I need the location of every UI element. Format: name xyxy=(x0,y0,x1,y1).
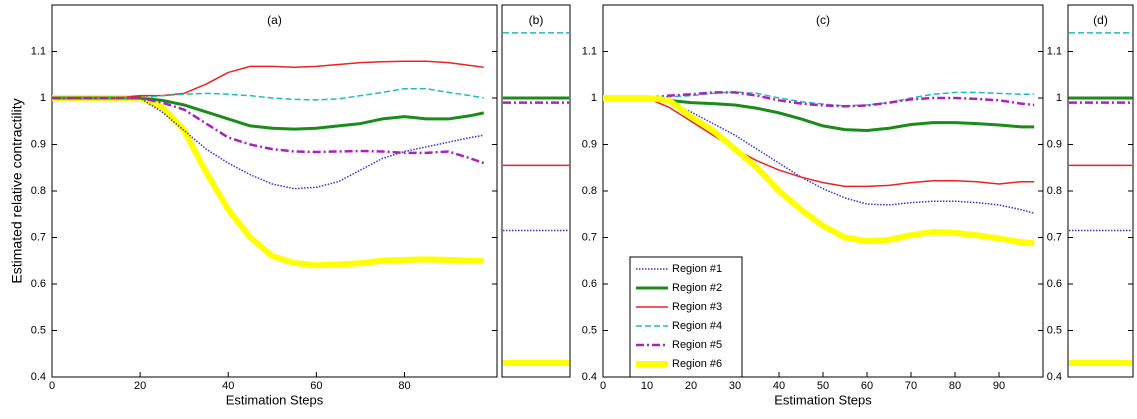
legend-box xyxy=(629,256,743,378)
y-tick-label: 0.5 xyxy=(31,324,46,336)
y-tick-label: 1.1 xyxy=(31,45,46,57)
series-line xyxy=(52,96,485,165)
series-line xyxy=(52,60,484,99)
series-line xyxy=(603,91,1035,107)
series-line xyxy=(52,95,484,269)
x-tick-label: 0 xyxy=(600,380,606,392)
x-tick-label: 40 xyxy=(773,380,785,392)
panel-title: (d) xyxy=(1093,13,1108,27)
y-tick-label: 0.5 xyxy=(1047,324,1062,336)
y-tick-label: 0.4 xyxy=(582,371,597,383)
y-tick-label: 1.1 xyxy=(1047,45,1062,57)
series-line xyxy=(603,97,1035,188)
y-axis-label: Estimated relative contractility xyxy=(9,98,25,283)
y-tick-label: 1 xyxy=(1056,92,1062,104)
legend-label: Region #5 xyxy=(672,339,722,351)
y-tick-label: 0.7 xyxy=(1047,231,1062,243)
x-tick-label: 0 xyxy=(49,380,55,392)
y-tick-label: 0.9 xyxy=(1047,138,1062,150)
y-tick-label: 0.6 xyxy=(31,278,46,290)
x-tick-label: 20 xyxy=(685,380,697,392)
series-line xyxy=(52,87,484,101)
y-tick-label: 1.1 xyxy=(582,45,597,57)
y-tick-label: 0.7 xyxy=(582,231,597,243)
y-tick-label: 0.9 xyxy=(582,138,597,150)
x-tick-label: 80 xyxy=(949,380,961,392)
y-tick-label: 0.8 xyxy=(1047,185,1062,197)
series-line xyxy=(603,96,1035,133)
x-axis-label: Estimation Steps xyxy=(774,392,872,407)
y-tick-label: 0.4 xyxy=(31,371,46,383)
y-tick-label: 0.8 xyxy=(582,185,597,197)
x-tick-label: 70 xyxy=(905,380,917,392)
y-tick-label: 1 xyxy=(591,92,597,104)
y-tick-label: 1 xyxy=(40,92,46,104)
x-tick-label: 10 xyxy=(641,380,653,392)
y-tick-label: 0.6 xyxy=(582,278,597,290)
x-tick-label: 20 xyxy=(134,380,146,392)
y-tick-label: 0.7 xyxy=(31,231,46,243)
legend-label: Region #1 xyxy=(672,263,722,275)
legend-label: Region #6 xyxy=(672,358,722,370)
legend-label: Region #4 xyxy=(672,320,722,332)
y-tick-label: 0.6 xyxy=(1047,278,1062,290)
x-tick-label: 80 xyxy=(398,380,410,392)
x-tick-label: 60 xyxy=(861,380,873,392)
series-line xyxy=(603,95,1035,247)
x-tick-label: 40 xyxy=(222,380,234,392)
series-line xyxy=(603,97,1035,215)
panel-title: (c) xyxy=(816,13,830,27)
x-tick-label: 90 xyxy=(993,380,1005,392)
panel-title: (b) xyxy=(529,13,544,27)
plot-frame xyxy=(1067,4,1134,378)
legend-label: Region #2 xyxy=(672,282,722,294)
panel-title: (a) xyxy=(267,13,282,27)
series-line xyxy=(52,96,485,131)
plot-frame xyxy=(501,4,571,378)
y-tick-label: 0.8 xyxy=(31,185,46,197)
legend-label: Region #3 xyxy=(672,301,722,313)
series-line xyxy=(52,97,484,190)
x-tick-label: 60 xyxy=(310,380,322,392)
y-tick-label: 0.5 xyxy=(582,324,597,336)
y-tick-label: 0.9 xyxy=(31,138,46,150)
y-tick-label: 0.4 xyxy=(1047,371,1062,383)
x-axis-label: Estimation Steps xyxy=(226,392,324,407)
series-line xyxy=(603,91,1035,108)
x-tick-label: 30 xyxy=(729,380,741,392)
x-tick-label: 50 xyxy=(817,380,829,392)
